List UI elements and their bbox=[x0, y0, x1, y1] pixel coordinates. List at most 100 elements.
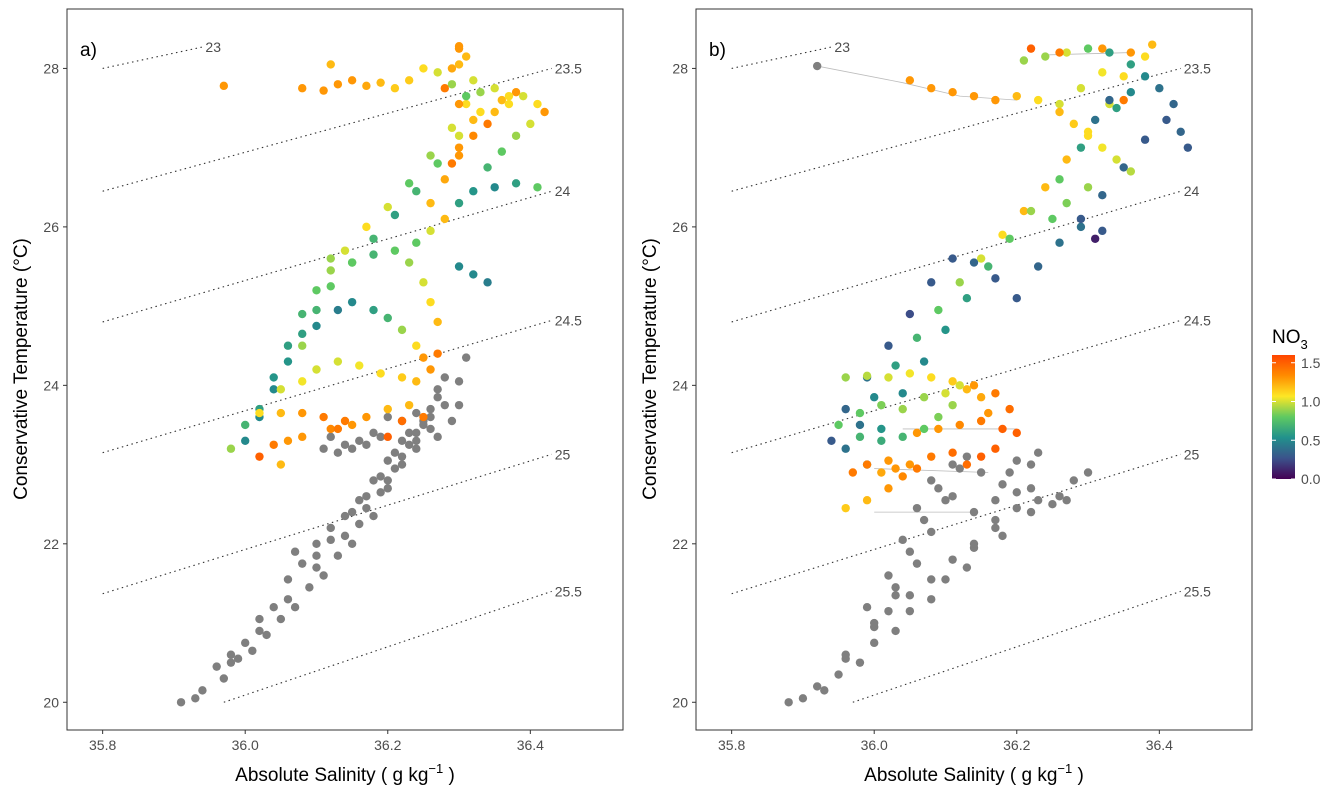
no3-point bbox=[347, 297, 357, 307]
no3-point bbox=[298, 84, 307, 93]
no3-point bbox=[948, 254, 957, 263]
no3-point bbox=[1112, 155, 1121, 164]
no3-point bbox=[454, 99, 464, 109]
no3-point bbox=[1012, 428, 1021, 438]
x-tick-label: 36.2 bbox=[1003, 737, 1030, 753]
grey-point bbox=[998, 480, 1007, 489]
grey-point bbox=[362, 492, 371, 501]
no3-point bbox=[1083, 183, 1093, 192]
no3-point bbox=[461, 52, 471, 61]
isopycnal-line bbox=[731, 319, 1181, 454]
grey-point bbox=[326, 523, 335, 533]
no3-point bbox=[969, 91, 979, 101]
grey-point bbox=[440, 400, 449, 410]
grey-point bbox=[355, 436, 364, 446]
grey-point bbox=[233, 654, 243, 663]
no3-point bbox=[912, 464, 922, 473]
no3-point bbox=[426, 151, 435, 160]
grey-point bbox=[440, 373, 449, 382]
no3-point bbox=[226, 444, 236, 453]
no3-point bbox=[469, 115, 478, 125]
grey-point bbox=[934, 484, 943, 493]
no3-point bbox=[426, 365, 435, 374]
grey-point bbox=[412, 408, 421, 418]
grey-point bbox=[305, 583, 314, 592]
grey-point bbox=[298, 559, 307, 568]
grey-point bbox=[212, 662, 221, 671]
grey-point bbox=[383, 484, 392, 493]
grey-point bbox=[870, 638, 879, 648]
no3-point bbox=[269, 385, 278, 394]
no3-point bbox=[998, 424, 1007, 434]
panel-a-frame bbox=[66, 8, 624, 731]
grey-point bbox=[1012, 488, 1021, 497]
no3-point bbox=[1076, 214, 1086, 224]
no3-point bbox=[1140, 72, 1150, 81]
no3-point bbox=[927, 452, 936, 461]
isopycnal-label: 24 bbox=[1184, 183, 1200, 199]
no3-point bbox=[511, 131, 521, 140]
no3-point bbox=[1105, 48, 1114, 57]
no3-point bbox=[276, 385, 286, 394]
no3-point bbox=[476, 107, 485, 117]
isopycnal-line bbox=[102, 46, 203, 69]
grey-point bbox=[283, 575, 293, 584]
x-axis-title-b-end: ) bbox=[1072, 765, 1084, 786]
grey-point bbox=[226, 658, 236, 667]
grey-point bbox=[1012, 456, 1021, 465]
no3-point bbox=[1019, 206, 1029, 216]
no3-point bbox=[955, 278, 964, 287]
no3-point bbox=[383, 432, 392, 442]
no3-point bbox=[404, 179, 414, 188]
no3-point bbox=[533, 183, 542, 192]
y-tick-label: 22 bbox=[672, 536, 688, 552]
grey-point bbox=[927, 575, 936, 584]
no3-point bbox=[927, 84, 936, 93]
panel-b: 23 23.5 24 24.5 25 25.5 b) 35.8 36.0 36.2 36.4 2… bbox=[672, 8, 1253, 753]
no3-point bbox=[1055, 175, 1064, 184]
x-tick-label: 36.0 bbox=[232, 737, 259, 753]
no3-point bbox=[390, 84, 400, 93]
no3-point bbox=[991, 389, 1000, 398]
no3-point bbox=[891, 361, 900, 370]
no3-point bbox=[1083, 44, 1093, 53]
no3-point bbox=[283, 436, 293, 446]
no3-point bbox=[1105, 95, 1114, 105]
no3-point bbox=[955, 381, 964, 390]
grey-point bbox=[269, 602, 278, 612]
no3-point bbox=[1033, 95, 1043, 105]
grey-point bbox=[262, 630, 271, 640]
grey-point bbox=[798, 694, 808, 703]
no3-point bbox=[884, 456, 893, 465]
no3-point bbox=[948, 400, 957, 410]
no3-point bbox=[390, 246, 400, 255]
no3-point bbox=[426, 226, 435, 236]
no3-point bbox=[404, 400, 414, 410]
y-tick-label: 20 bbox=[43, 694, 59, 710]
x-tick-label: 36.2 bbox=[374, 737, 401, 753]
y-tick-label: 24 bbox=[43, 377, 59, 393]
no3-point bbox=[298, 341, 307, 350]
x-axis-title-a: Absolute Salinity ( g kg−1 ) bbox=[235, 761, 455, 786]
no3-point bbox=[419, 353, 428, 362]
no3-point bbox=[283, 341, 293, 350]
colored-points-a bbox=[219, 42, 549, 469]
no3-point bbox=[1005, 404, 1014, 414]
no3-point bbox=[454, 262, 464, 271]
no3-point bbox=[1041, 52, 1050, 61]
grey-point bbox=[941, 575, 950, 584]
grey-point bbox=[226, 650, 236, 659]
legend-tick-label: 0.0 bbox=[1301, 471, 1321, 487]
no3-point bbox=[912, 333, 922, 343]
grey-point bbox=[905, 606, 915, 616]
no3-point bbox=[1076, 222, 1086, 232]
grey-point bbox=[412, 444, 421, 453]
no3-point bbox=[469, 131, 478, 140]
grey-point bbox=[319, 444, 328, 453]
no3-point bbox=[333, 305, 343, 315]
isopycnal-label: 25.5 bbox=[1184, 583, 1211, 599]
no3-point bbox=[877, 436, 886, 446]
y-tick-label: 26 bbox=[672, 219, 688, 235]
grey-point bbox=[312, 539, 321, 549]
grey-point bbox=[333, 448, 343, 457]
